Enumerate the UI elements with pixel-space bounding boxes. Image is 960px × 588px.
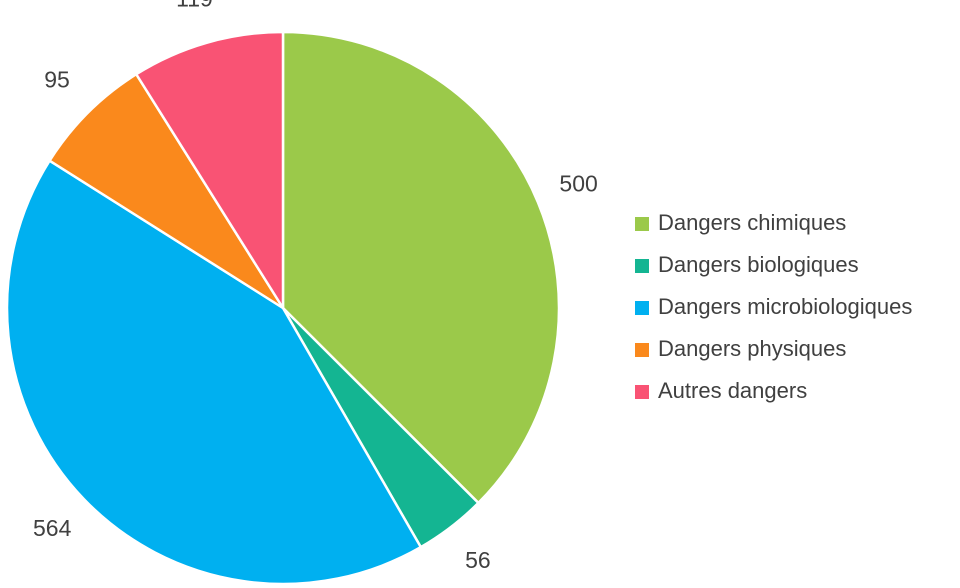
legend-swatch-dangers-microbiologiques xyxy=(635,301,649,315)
pie-slice-autres-dangers xyxy=(135,30,285,310)
legend-item-dangers-physiques: Dangers physiques xyxy=(635,336,846,361)
pie-slice-dangers-physiques xyxy=(48,72,285,310)
legend-label-dangers-physiques: Dangers physiques xyxy=(658,336,846,361)
legend-item-autres-dangers: Autres dangers xyxy=(635,378,807,403)
data-label-dangers-microbiologiques: 564 xyxy=(33,515,72,541)
legend-label-autres-dangers: Autres dangers xyxy=(658,378,807,403)
data-labels: 500 56 564 95 119 xyxy=(33,0,598,573)
pie-slice-dangers-microbiologiques xyxy=(5,159,423,586)
legend-swatch-dangers-biologiques xyxy=(635,259,649,273)
legend-swatch-autres-dangers xyxy=(635,385,649,399)
legend-swatch-dangers-physiques xyxy=(635,343,649,357)
legend-item-dangers-chimiques: Dangers chimiques xyxy=(635,210,846,235)
legend-label-dangers-chimiques: Dangers chimiques xyxy=(658,210,846,235)
data-label-dangers-chimiques: 500 xyxy=(559,170,597,196)
legend-item-dangers-biologiques: Dangers biologiques xyxy=(635,252,859,277)
pie-slices xyxy=(5,30,561,586)
data-label-dangers-physiques: 95 xyxy=(44,67,70,93)
data-label-dangers-biologiques: 56 xyxy=(465,547,491,573)
legend-swatch-dangers-chimiques xyxy=(635,217,649,231)
legend-item-dangers-microbiologiques: Dangers microbiologiques xyxy=(635,294,912,319)
legend-label-dangers-microbiologiques: Dangers microbiologiques xyxy=(658,294,912,319)
legend-label-dangers-biologiques: Dangers biologiques xyxy=(658,252,859,277)
pie-slice-dangers-chimiques xyxy=(281,30,561,505)
legend: Dangers chimiques Dangers biologiques Dang… xyxy=(635,210,912,403)
data-label-autres-dangers: 119 xyxy=(176,0,213,12)
